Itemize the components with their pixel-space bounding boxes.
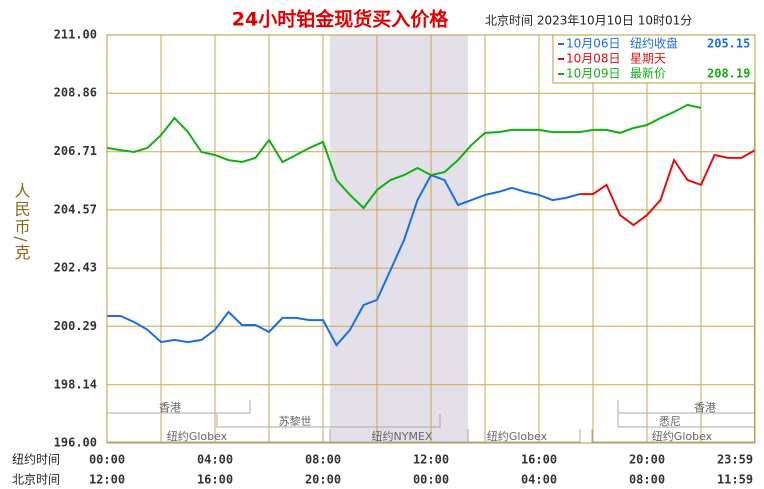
session-label: 香港 [159,401,181,414]
legend-note: 星期天 [630,52,666,66]
x2-tick-label: 04:00 [521,473,557,487]
x-tick-label: 12:00 [413,453,449,467]
x-tick-label: 00:00 [89,453,125,467]
x-tick-label: 04:00 [197,453,233,467]
x2-tick-label: 20:00 [305,473,341,487]
legend: 10月06日 纽约收盘 205.15 10月08日 星期天 10月09日 最新价 208.19 [552,34,756,84]
x2-tick-label: 12:00 [89,473,125,487]
session-label: 纽约Globex [167,429,228,443]
y-tick-label: 202.43 [54,261,97,275]
x-tick-label: 08:00 [305,453,341,467]
session-label: 苏黎世 [279,414,312,428]
y-axis-label: 人民币/克 [12,182,31,261]
y-tick-label: 198.14 [54,377,97,391]
chart-title: 24小时铂金现货买入价格 [232,8,449,31]
x-tick-label: 16:00 [521,453,557,467]
legend-note: 纽约收盘 [630,36,678,51]
x2-tick-label: 00:00 [413,473,449,487]
series-line [579,149,756,227]
session-label: 香港 [694,401,716,414]
y-tick-label: 196.00 [54,436,97,450]
legend-value: 205.15 [707,37,750,51]
x-axis-label: 纽约时间 [12,452,60,467]
nymex-shade [330,35,468,443]
chart-subtitle: 北京时间 2023年10月10日 10时01分 [485,14,692,28]
y-tick-label: 211.00 [54,28,97,42]
session-label: 悉尼 [659,415,681,428]
x2-tick-label: 16:00 [197,473,233,487]
y-tick-label: 200.29 [54,319,97,333]
legend-name: 10月08日 [566,52,621,66]
legend-name: 10月06日 [566,37,621,51]
plot-frame [106,34,756,444]
x2-tick-label: 11:59 [717,473,753,487]
lines [106,103,756,347]
x-tick-label: 23:59 [717,453,753,467]
y-tick-label: 206.71 [54,144,97,158]
series-line [106,103,702,210]
legend-note: 最新价 [630,66,666,81]
legend-box [552,34,756,84]
session-bracket [216,414,441,428]
x2-axis-label: 北京时间 [12,473,60,487]
session-label: 纽约NYMEX [372,429,433,443]
legend-name: 10月09日 [566,67,621,81]
session-bracket [467,429,581,443]
y-tick-label: 204.57 [54,202,97,216]
x2-tick-label: 08:00 [629,473,665,487]
legend-value: 208.19 [707,67,750,81]
session-label: 纽约Globex [487,429,548,443]
x-tick-label: 20:00 [629,453,665,467]
series-line [107,173,580,347]
session-label: 纽约Globex [652,429,713,443]
y-tick-label: 208.86 [54,86,97,100]
